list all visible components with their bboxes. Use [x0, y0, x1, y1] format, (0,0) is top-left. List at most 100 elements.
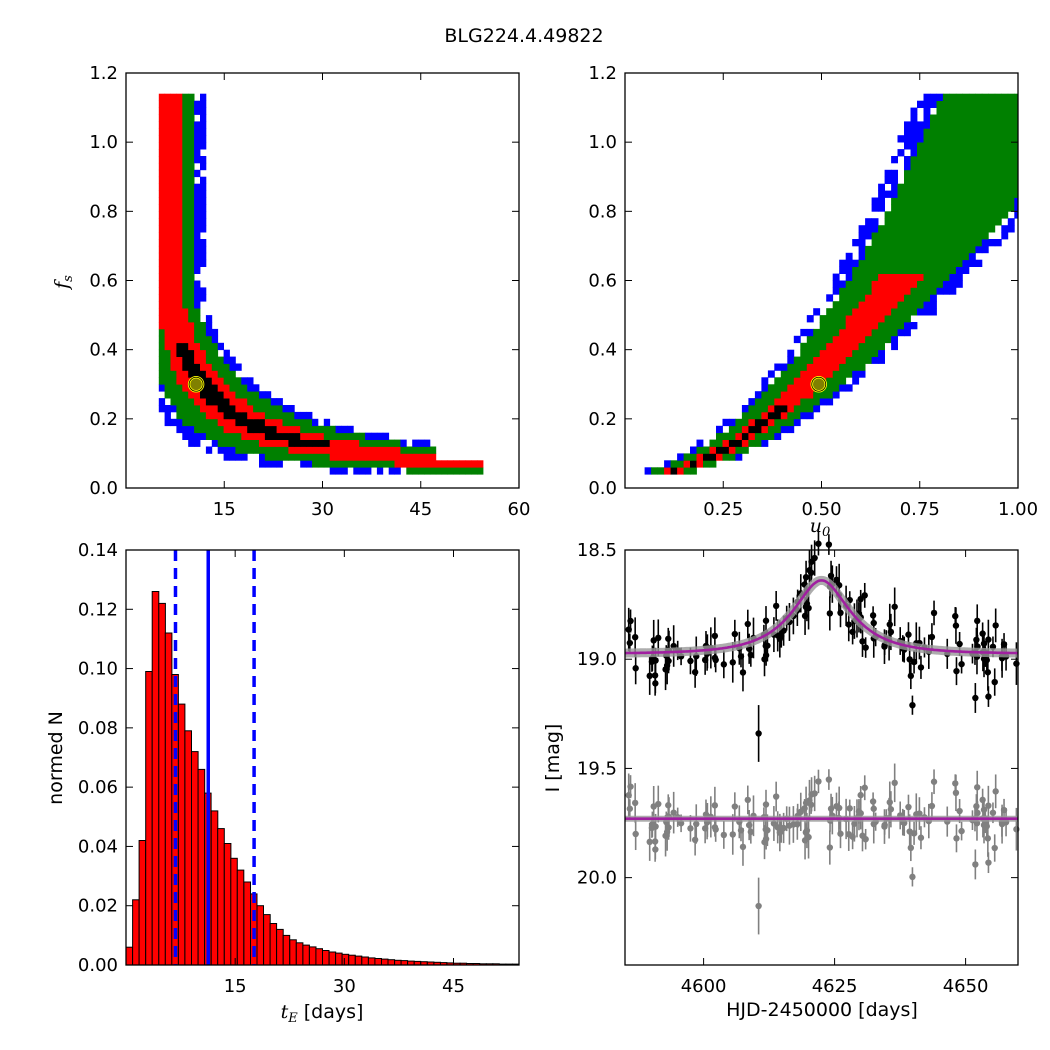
posterior-cell — [241, 432, 248, 440]
posterior-cell — [891, 245, 898, 254]
lightcurve-point — [953, 667, 960, 675]
te-fs-y-tick-label: 1.2 — [89, 63, 118, 84]
posterior-cell — [247, 384, 254, 392]
posterior-cell — [858, 335, 866, 344]
posterior-cell — [394, 467, 401, 475]
posterior-cell — [962, 100, 970, 108]
posterior-cell — [722, 432, 730, 440]
posterior-cell — [158, 162, 166, 171]
posterior-cell — [182, 149, 189, 157]
posterior-cell — [826, 370, 834, 378]
posterior-cell — [949, 107, 957, 115]
posterior-cell — [429, 453, 437, 461]
residual-point — [794, 820, 801, 828]
posterior-cell — [235, 405, 242, 413]
posterior-cell — [170, 232, 177, 240]
posterior-cell — [194, 315, 201, 323]
posterior-cell — [845, 259, 853, 267]
posterior-cell — [722, 418, 730, 427]
posterior-cell — [923, 239, 931, 247]
posterior-cell — [858, 225, 866, 233]
posterior-cell — [200, 391, 207, 399]
posterior-cell — [878, 294, 885, 302]
posterior-cell — [936, 266, 944, 274]
posterior-cell — [942, 211, 950, 219]
posterior-cell — [418, 467, 425, 475]
posterior-cell — [981, 121, 989, 129]
posterior-cell — [253, 446, 260, 454]
u0-fs-x-tick-label: 0.50 — [801, 499, 841, 520]
posterior-cell — [217, 411, 224, 420]
posterior-cell — [176, 335, 183, 344]
posterior-cell — [981, 183, 989, 191]
posterior-cell — [988, 176, 996, 184]
posterior-cell — [200, 356, 207, 364]
lightcurve-y-tick-label: 19.5 — [577, 758, 617, 779]
posterior-cell — [878, 356, 885, 364]
posterior-cell — [182, 335, 189, 344]
posterior-cell — [910, 294, 918, 302]
histogram-bar — [151, 591, 160, 966]
posterior-cell — [767, 370, 775, 378]
posterior-cell — [182, 197, 189, 205]
posterior-cell — [839, 363, 847, 371]
posterior-cell — [994, 197, 1002, 205]
posterior-cell — [241, 405, 248, 413]
posterior-cell — [341, 432, 348, 440]
posterior-cell — [891, 176, 898, 184]
posterior-cell — [871, 266, 879, 274]
posterior-cell — [780, 384, 788, 392]
posterior-cell — [917, 252, 924, 261]
posterior-cell — [839, 301, 847, 309]
lightcurve-point — [825, 541, 833, 548]
posterior-cell — [865, 266, 872, 274]
posterior-cell — [761, 377, 769, 385]
residual-point — [626, 805, 634, 812]
posterior-cell — [176, 232, 183, 240]
posterior-cell — [832, 273, 840, 281]
posterior-cell — [839, 342, 847, 351]
posterior-cell — [930, 259, 937, 267]
posterior-cell — [200, 176, 207, 184]
posterior-cell — [229, 425, 236, 434]
residual-point — [665, 824, 672, 831]
posterior-cell — [884, 211, 892, 219]
posterior-cell — [176, 107, 183, 115]
histogram-bar — [354, 955, 363, 966]
posterior-cell — [865, 232, 872, 240]
posterior-cell — [205, 363, 213, 371]
posterior-cell — [188, 432, 195, 440]
posterior-cell — [459, 467, 466, 475]
posterior-cell — [936, 232, 944, 240]
panel-u0-fs: 0.25 0.50 0.75 1.000.00.20.40.60.81.01.2 u0 — [588, 63, 1038, 540]
posterior-cell — [767, 391, 775, 399]
posterior-cell — [429, 467, 437, 475]
residual-point — [973, 803, 980, 810]
residual-point — [627, 783, 634, 790]
posterior-cell — [158, 342, 166, 351]
posterior-cell — [981, 218, 989, 226]
posterior-cell — [878, 245, 885, 254]
posterior-cell — [690, 460, 697, 468]
posterior-cell — [651, 467, 658, 475]
posterior-cell — [158, 190, 166, 198]
posterior-cell — [845, 335, 853, 344]
posterior-cell — [188, 211, 195, 219]
posterior-cell — [865, 356, 872, 364]
posterior-cell — [930, 294, 937, 302]
posterior-cell — [910, 128, 918, 136]
posterior-cell — [170, 287, 177, 295]
posterior-cell — [923, 183, 931, 191]
posterior-cell — [1007, 107, 1015, 115]
posterior-cell — [359, 460, 366, 468]
posterior-cell — [955, 128, 963, 136]
posterior-cell — [188, 156, 195, 164]
posterior-cell — [205, 356, 213, 364]
lightcurve-point — [802, 603, 810, 611]
posterior-cell — [294, 432, 301, 440]
posterior-cell — [223, 370, 230, 378]
posterior-cell — [839, 259, 847, 267]
posterior-cell — [994, 218, 1002, 226]
posterior-cell — [904, 328, 911, 337]
posterior-cell — [806, 349, 814, 357]
